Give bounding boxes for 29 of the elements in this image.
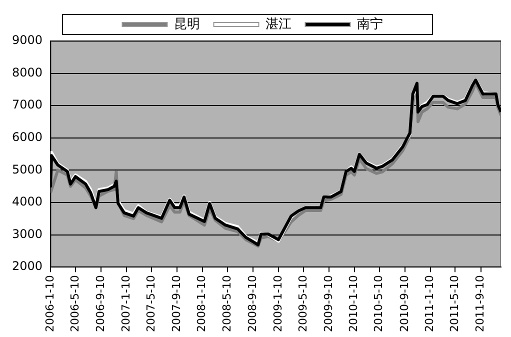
y-tick-label: 7000 [12, 98, 43, 112]
x-tick-label: 2007-5-10 [144, 275, 158, 332]
x-tick-label: 2007-9-10 [170, 275, 183, 332]
x-tick-label: 2007-1-10 [119, 275, 132, 332]
x-tick-label: 2009-5-10 [296, 275, 310, 332]
y-tick-label: 5000 [12, 162, 43, 176]
x-tick-label: 2006-5-10 [68, 275, 82, 332]
x-tick-label: 2006-1-10 [43, 275, 56, 332]
x-tick-label: 2010-1-10 [347, 275, 360, 332]
x-tick-label: 2010-5-10 [372, 275, 386, 332]
y-tick-label: 4000 [12, 194, 43, 209]
x-tick-label: 2008-1-10 [195, 275, 208, 332]
x-tick-label: 2010-9-10 [398, 275, 411, 332]
x-tick-label: 2011-9-10 [474, 275, 487, 332]
x-tick-label: 2011-5-10 [448, 275, 462, 332]
x-tick-label: 2006-9-10 [94, 275, 107, 332]
x-tick-label: 2009-1-10 [271, 275, 284, 332]
legend-label: 昆明 [174, 16, 200, 32]
y-tick-label: 9000 [12, 33, 43, 48]
x-tick-label: 2011-1-10 [423, 275, 436, 332]
y-tick-label: 3000 [12, 226, 43, 241]
y-tick-label: 8000 [12, 65, 43, 80]
legend-label: 湛江 [265, 16, 292, 32]
y-tick-label: 6000 [12, 130, 43, 144]
y-tick-label: 2000 [12, 259, 43, 274]
legend-label: 南宁 [356, 16, 383, 32]
x-tick-label: 2008-5-10 [220, 275, 234, 332]
x-tick-label: 2009-9-10 [322, 275, 335, 332]
x-tick-label: 2008-9-10 [246, 275, 259, 332]
